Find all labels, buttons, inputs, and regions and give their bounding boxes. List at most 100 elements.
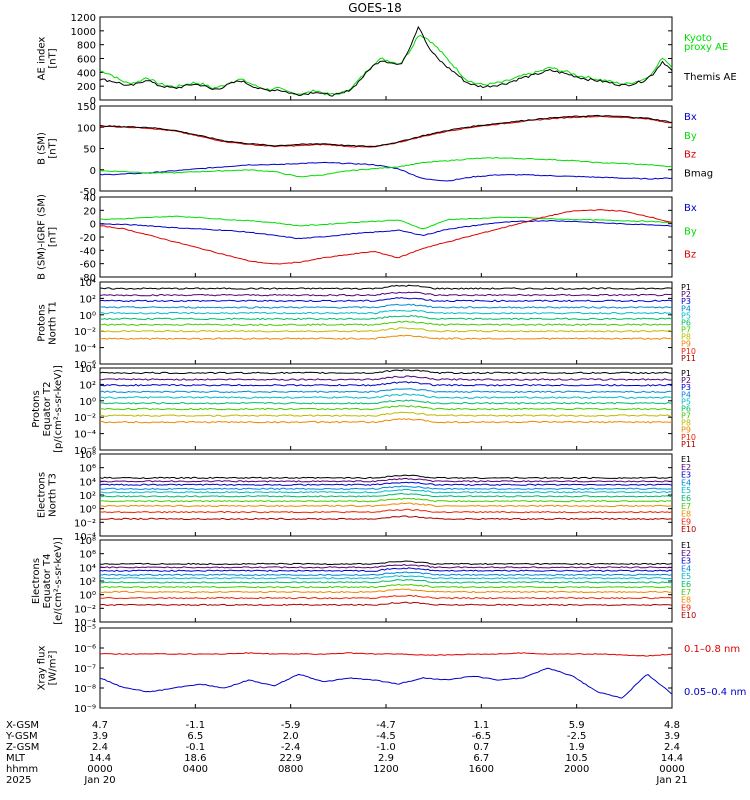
ytick-label: 10⁻²: [74, 518, 96, 529]
ytick-label: 10⁻⁴: [74, 430, 96, 441]
channel-legend: P9: [681, 426, 691, 435]
ytick-label: -60: [80, 260, 96, 271]
axis-label: [nT]: [48, 138, 59, 158]
channel-legend: P5: [681, 311, 691, 320]
legend-entry: proxy AE: [684, 42, 728, 53]
ytick-label: 10⁻⁴: [74, 344, 96, 355]
ytick-label: 200: [77, 82, 96, 93]
channel-line-p1-4: [99, 309, 673, 315]
plot-title: GOES-18: [348, 1, 402, 15]
legend-entry: Bx: [684, 203, 697, 214]
axis-label: Protons: [37, 304, 48, 341]
channel-line-e3-4: [99, 488, 673, 494]
xaxis-tick-value: 22.9: [280, 753, 302, 764]
channel-legend: E2: [681, 549, 691, 558]
xaxis-tick-value: Jan 20: [83, 775, 115, 786]
series-line-bsm-3: [99, 114, 673, 147]
ytick-label: 1200: [71, 13, 96, 24]
axis-label: B (SM): [37, 132, 48, 165]
xaxis-tick-value: 1.9: [569, 742, 585, 753]
channel-line-p2-1: [99, 375, 673, 381]
ytick-label: -50: [80, 187, 96, 198]
channel-line-e3-9: [99, 515, 673, 521]
axis-label: Equator T4: [42, 554, 53, 609]
channel-legend: P6: [681, 318, 691, 327]
channel-line-p1-3: [99, 303, 673, 309]
channel-line-e4-7: [99, 588, 673, 594]
ytick-label: 40: [83, 193, 96, 204]
ytick-label: 10⁻²: [74, 604, 96, 615]
xaxis-tick-value: 2.4: [92, 742, 108, 753]
xaxis-tick-value: 0400: [183, 764, 208, 775]
channel-legend: E3: [681, 471, 691, 480]
xaxis-tick-value: 14.4: [661, 753, 683, 764]
channel-line-p2-8: [99, 418, 673, 424]
channel-line-e4-1: [99, 563, 673, 569]
xaxis-tick-value: 6.5: [187, 731, 203, 742]
series-line-ae-0: [99, 34, 673, 96]
ytick-label: 10⁶: [79, 550, 96, 561]
series-line-xray-0: [99, 652, 672, 657]
channel-line-e3-3: [99, 485, 673, 491]
channel-legend: P7: [681, 326, 691, 335]
ytick-label: 10⁻⁸: [74, 684, 96, 695]
channel-line-e3-0: [99, 474, 672, 480]
channel-line-p1-8: [99, 334, 673, 340]
ytick-label: 10⁻⁶: [74, 446, 96, 457]
xaxis-tick-value: 0000: [87, 764, 112, 775]
axis-label: [nT]: [48, 48, 59, 68]
channel-legend: P3: [681, 297, 691, 306]
channel-line-e3-7: [99, 502, 673, 508]
channel-line-e4-4: [99, 575, 673, 580]
ytick-label: 10²: [79, 577, 96, 588]
xaxis-row-label: X-GSM: [6, 720, 39, 731]
channel-legend: P10: [681, 433, 696, 442]
ytick-label: 10²: [79, 491, 96, 502]
channel-legend: P8: [681, 419, 691, 428]
channel-legend: P7: [681, 412, 691, 421]
series-line-xray-1: [99, 667, 673, 699]
channel-legend: P6: [681, 404, 691, 413]
ytick-label: 0: [90, 220, 96, 231]
ytick-label: 0: [90, 96, 96, 107]
legend-entry: Bz: [684, 150, 696, 161]
channel-legend: P4: [681, 390, 691, 399]
channel-legend: E4: [681, 564, 691, 573]
xaxis-tick-value: -4.5: [376, 731, 396, 742]
xaxis-tick-value: Jan 21: [655, 775, 687, 786]
channel-line-p2-0: [99, 369, 673, 375]
xaxis-tick-value: 2.9: [378, 753, 394, 764]
channel-line-p1-2: [99, 296, 673, 303]
axis-label: Xray flux: [37, 646, 48, 691]
panel-frame-bsm: [99, 105, 673, 192]
channel-legend: E2: [681, 463, 691, 472]
axis-label: B (SM)-IGRF (SM): [37, 194, 48, 280]
xaxis-tick-value: 2.4: [664, 742, 680, 753]
channel-legend: E1: [681, 455, 691, 464]
series-line-bsm-0: [99, 161, 673, 182]
xaxis-tick-value: 4.8: [664, 720, 680, 731]
xaxis-tick-value: 2.0: [283, 731, 299, 742]
channel-line-p1-6: [99, 320, 673, 326]
axis-label: [e/(cm²-s-sr-keV)]: [53, 537, 64, 625]
ytick-label: 10⁻⁴: [74, 618, 96, 629]
axis-label: [nT]: [48, 227, 59, 247]
xaxis-tick-value: -2.4: [281, 742, 301, 753]
panel-frame-xray: [99, 627, 673, 709]
channel-legend: E9: [681, 603, 691, 612]
channel-line-p1-5: [99, 314, 673, 321]
channel-legend: E1: [681, 541, 691, 550]
channel-line-p2-4: [99, 393, 673, 399]
channel-legend: P2: [681, 376, 691, 385]
axis-label: North T1: [48, 301, 59, 345]
ytick-label: 10⁶: [79, 464, 96, 475]
panel-frame-ae: [99, 16, 673, 101]
channel-legend: E10: [681, 525, 696, 534]
channel-line-e4-3: [99, 571, 673, 577]
xaxis-tick-value: -1.1: [186, 720, 206, 731]
channel-legend: E5: [681, 572, 691, 581]
channel-legend: P11: [681, 354, 696, 363]
xaxis-tick-value: 6.7: [473, 753, 489, 764]
axis-label: AE index: [37, 37, 48, 81]
xaxis-tick-value: 2000: [564, 764, 589, 775]
